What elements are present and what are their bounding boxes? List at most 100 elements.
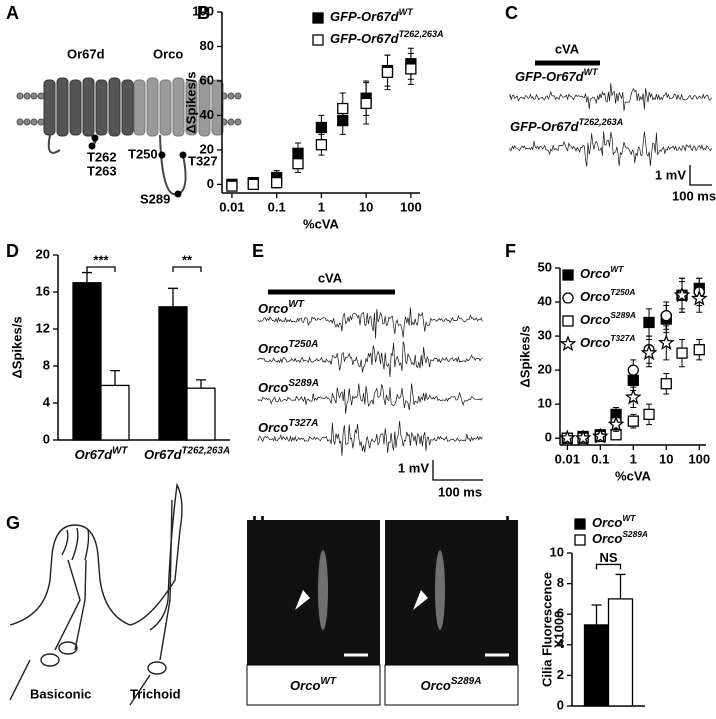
error-bar: [82, 273, 92, 283]
marker: [677, 348, 687, 358]
bar: [585, 625, 609, 706]
scale-label: 100 ms: [438, 484, 482, 499]
scale-label: 1 mV: [655, 167, 686, 182]
panel-label: G: [6, 513, 20, 533]
label-sup: S289A: [622, 529, 648, 539]
y-tick-label: 100: [192, 3, 214, 18]
scale-label: 1 mV: [398, 460, 429, 475]
y-tick-label: 20: [538, 362, 552, 377]
label: GFP-Or67dWT: [330, 7, 414, 24]
label: OrcoWT: [592, 513, 636, 530]
trace: [510, 83, 712, 111]
marker: [660, 336, 673, 349]
x-tick-label: 0.1: [591, 451, 609, 466]
legend-marker: [313, 13, 323, 23]
trace-sup: S289A: [288, 378, 319, 389]
marker: [382, 67, 392, 77]
y-tick-label: 0: [557, 697, 564, 712]
legend-marker: [575, 519, 585, 529]
panel-h: OrcoWT OrcoS289A: [247, 520, 518, 705]
x-tick-label: 0.1: [268, 199, 286, 214]
image-name: Orco: [421, 678, 451, 693]
protein-label: Orco: [153, 46, 183, 61]
trace-sup: T327A: [288, 418, 318, 429]
y-tick-label: 50: [538, 259, 552, 274]
panel-label: E: [252, 241, 264, 261]
y-axis-label: ΔSpikes/s: [183, 71, 198, 133]
y-tick-label: 20: [200, 141, 214, 156]
marker: [316, 140, 326, 150]
legend-marker: [563, 316, 573, 326]
label-sup: T327A: [610, 333, 635, 343]
significance-label: ***: [93, 252, 109, 267]
trace-label: OrcoT250A: [258, 339, 318, 357]
trace-name: Orco: [258, 341, 288, 356]
significance-bracket: [173, 267, 201, 272]
y-tick-label: 12: [36, 320, 50, 335]
x-tick-label: 1: [318, 199, 325, 214]
label-text: Orco: [592, 531, 622, 546]
trace-sup: T250A: [288, 339, 318, 350]
marker: [316, 122, 326, 132]
marker: [293, 159, 303, 169]
trace-label: GFP-Or67dWT: [515, 67, 599, 84]
marker: [627, 390, 640, 403]
protein-label: Or67d: [67, 46, 105, 61]
sensillum-label: Basiconic: [30, 686, 91, 701]
y-tick-label: 0: [43, 431, 50, 446]
bar: [101, 385, 129, 440]
legend-marker: [563, 293, 573, 303]
trace: [258, 307, 482, 338]
panel-e: cVA OrcoWT OrcoT250A OrcoS289A OrcoT327A…: [258, 270, 483, 499]
label: Or67dWT: [75, 445, 129, 462]
site-label: T262: [87, 149, 117, 164]
label-text: Or67d: [75, 447, 114, 462]
panel-c: cVA GFP-Or67dWT GFP-Or67dT262,263A 1 mV …: [510, 41, 716, 203]
panel-label: F: [505, 241, 516, 261]
marker: [248, 179, 258, 189]
marker: [628, 416, 638, 426]
significance-label: NS: [599, 550, 617, 565]
trace-sup: WT: [288, 299, 304, 310]
trace-label: OrcoS289A: [258, 378, 319, 396]
label: OrcoT250A: [580, 287, 635, 304]
y-tick-label: 10: [538, 396, 552, 411]
error-bar: [196, 380, 206, 388]
label-text: Orco: [580, 266, 610, 281]
label-sup: T262,263A: [182, 445, 230, 456]
trace-name: Orco: [258, 420, 288, 435]
trace: [510, 131, 712, 166]
label: OrcoS289A: [580, 310, 636, 327]
marker: [338, 104, 348, 114]
label-text: Orco: [592, 515, 622, 530]
marker: [272, 178, 282, 188]
y-tick-label: 16: [36, 283, 50, 298]
significance-bracket: [597, 564, 621, 569]
x-tick-label: 100: [688, 451, 710, 466]
y-tick-label: 40: [200, 107, 214, 122]
stimulus-label: cVA: [555, 41, 580, 56]
error-bar: [616, 574, 626, 598]
image-sup: WT: [320, 676, 336, 687]
legend-marker: [575, 535, 585, 545]
label: Or67dT262,263A: [144, 445, 230, 462]
trace-sup: WT: [584, 67, 599, 77]
x-tick-label: 10: [659, 451, 673, 466]
marker: [227, 181, 237, 191]
label-sup: T262,263A: [399, 29, 444, 39]
y-tick-label: 4: [43, 394, 51, 409]
marker: [661, 379, 671, 389]
label-text: GFP-Or67d: [330, 9, 400, 24]
y-tick-label: 20: [36, 246, 50, 261]
label-sup: WT: [622, 513, 636, 523]
y-tick-label: 80: [200, 38, 214, 53]
x-axis-label: %cVA: [615, 468, 651, 483]
x-axis-label: %cVA: [303, 216, 339, 231]
y-tick-label: 60: [200, 72, 214, 87]
image-sup: S289A: [451, 676, 482, 687]
label-sup: WT: [610, 264, 624, 274]
legend-marker: [561, 337, 574, 350]
significance-bracket: [87, 267, 115, 272]
label-sup: WT: [399, 7, 415, 17]
marker: [694, 345, 704, 355]
